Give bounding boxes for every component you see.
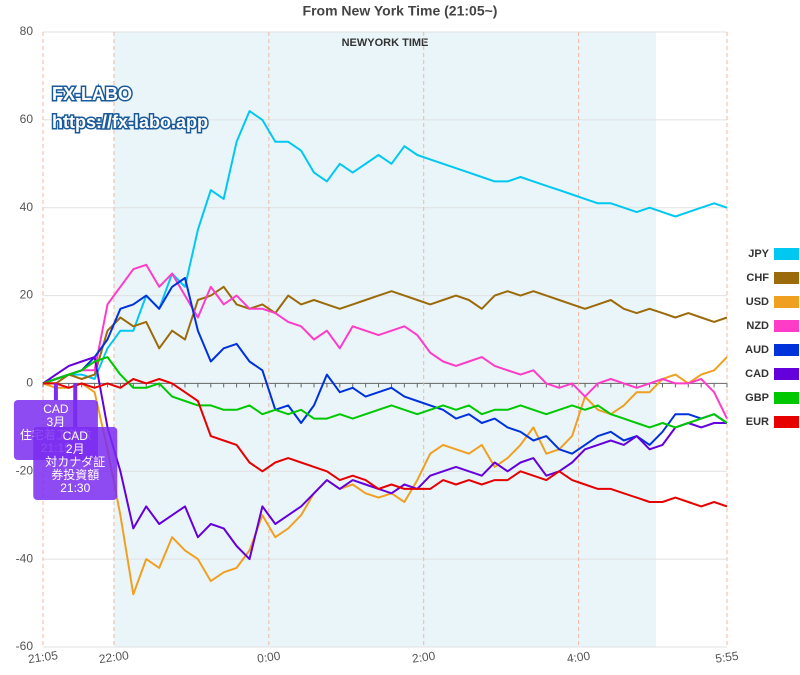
series-line [42, 356, 727, 561]
x-tick-label: 5:55 [714, 649, 739, 666]
series-line [42, 277, 728, 455]
legend-swatch [774, 344, 799, 356]
event-box [33, 427, 118, 500]
session-shade [113, 32, 657, 647]
legend-label: CHF [746, 272, 769, 284]
watermark: https://fx-labo.app [52, 112, 208, 132]
event-text: CAD [63, 429, 89, 443]
y-tick-label: 0 [26, 376, 33, 390]
x-tick-label: 0:00 [256, 649, 281, 666]
y-tick-label: 80 [20, 24, 34, 38]
legend-label: JPY [748, 248, 769, 260]
legend-swatch [774, 248, 799, 260]
watermark: FX-LABO [52, 84, 132, 104]
x-tick-label: 22:00 [98, 648, 130, 666]
x-tick-label: 21:05 [27, 648, 59, 666]
legend-label: CAD [745, 368, 769, 380]
chart-title: From New York Time (21:05~) [303, 3, 498, 19]
legend-label: EUR [746, 416, 769, 428]
event-text: 券投資額 [51, 467, 99, 482]
series-line [43, 285, 728, 385]
event-text: 対カナダ証 [45, 454, 105, 469]
legend-swatch [774, 368, 799, 380]
session-label: NEWYORK TIME [342, 37, 429, 49]
series-line [43, 378, 728, 508]
x-tick-label: 2:00 [411, 649, 436, 666]
y-tick-label: 20 [20, 288, 34, 302]
event-text: 2月 [66, 442, 85, 456]
legend-swatch [774, 416, 799, 428]
y-tick-label: -60 [16, 639, 34, 653]
legend-swatch [774, 272, 799, 284]
y-tick-label: -40 [16, 551, 34, 565]
legend-label: AUD [745, 344, 769, 356]
y-tick-label: 40 [20, 200, 34, 214]
legend-swatch [774, 392, 799, 404]
legend-label: NZD [746, 320, 769, 332]
y-tick-label: -20 [16, 463, 34, 477]
legend-swatch [774, 296, 799, 308]
series-line [42, 263, 728, 420]
series-line [42, 356, 728, 429]
event-text: 21:30 [60, 481, 90, 495]
y-tick-label: 60 [20, 112, 34, 126]
legend-label: GBP [745, 392, 769, 404]
legend-label: USD [746, 296, 769, 308]
series-line [42, 356, 728, 596]
event-text: CAD [43, 402, 69, 416]
x-tick-label: 4:00 [566, 649, 591, 666]
event-text: 3月 [47, 415, 66, 429]
legend-swatch [774, 320, 799, 332]
